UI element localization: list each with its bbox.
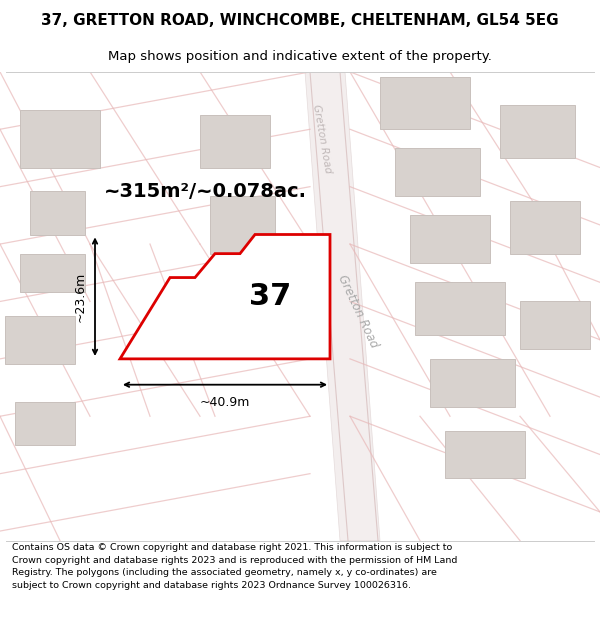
Text: Contains OS data © Crown copyright and database right 2021. This information is : Contains OS data © Crown copyright and d… bbox=[12, 543, 457, 589]
Polygon shape bbox=[30, 191, 85, 234]
Polygon shape bbox=[15, 402, 75, 445]
Polygon shape bbox=[520, 301, 590, 349]
Polygon shape bbox=[20, 110, 100, 168]
Text: ~315m²/~0.078ac.: ~315m²/~0.078ac. bbox=[104, 182, 307, 201]
Text: ~40.9m: ~40.9m bbox=[200, 396, 250, 409]
Text: 37, GRETTON ROAD, WINCHCOMBE, CHELTENHAM, GL54 5EG: 37, GRETTON ROAD, WINCHCOMBE, CHELTENHAM… bbox=[41, 12, 559, 28]
Text: 37: 37 bbox=[249, 282, 291, 311]
Polygon shape bbox=[210, 196, 275, 254]
Polygon shape bbox=[395, 148, 480, 196]
Polygon shape bbox=[200, 115, 270, 168]
Polygon shape bbox=[20, 254, 85, 292]
Polygon shape bbox=[500, 106, 575, 158]
Text: Gretton Road: Gretton Road bbox=[311, 104, 333, 174]
Text: Gretton Road: Gretton Road bbox=[335, 272, 380, 349]
Text: Map shows position and indicative extent of the property.: Map shows position and indicative extent… bbox=[108, 49, 492, 62]
Polygon shape bbox=[120, 234, 330, 359]
Polygon shape bbox=[380, 77, 470, 129]
Polygon shape bbox=[215, 282, 275, 330]
Polygon shape bbox=[410, 216, 490, 263]
Polygon shape bbox=[510, 201, 580, 254]
Text: ~23.6m: ~23.6m bbox=[74, 271, 87, 322]
Polygon shape bbox=[445, 431, 525, 479]
Polygon shape bbox=[5, 316, 75, 364]
Polygon shape bbox=[415, 282, 505, 335]
Polygon shape bbox=[430, 359, 515, 407]
Polygon shape bbox=[305, 72, 380, 541]
